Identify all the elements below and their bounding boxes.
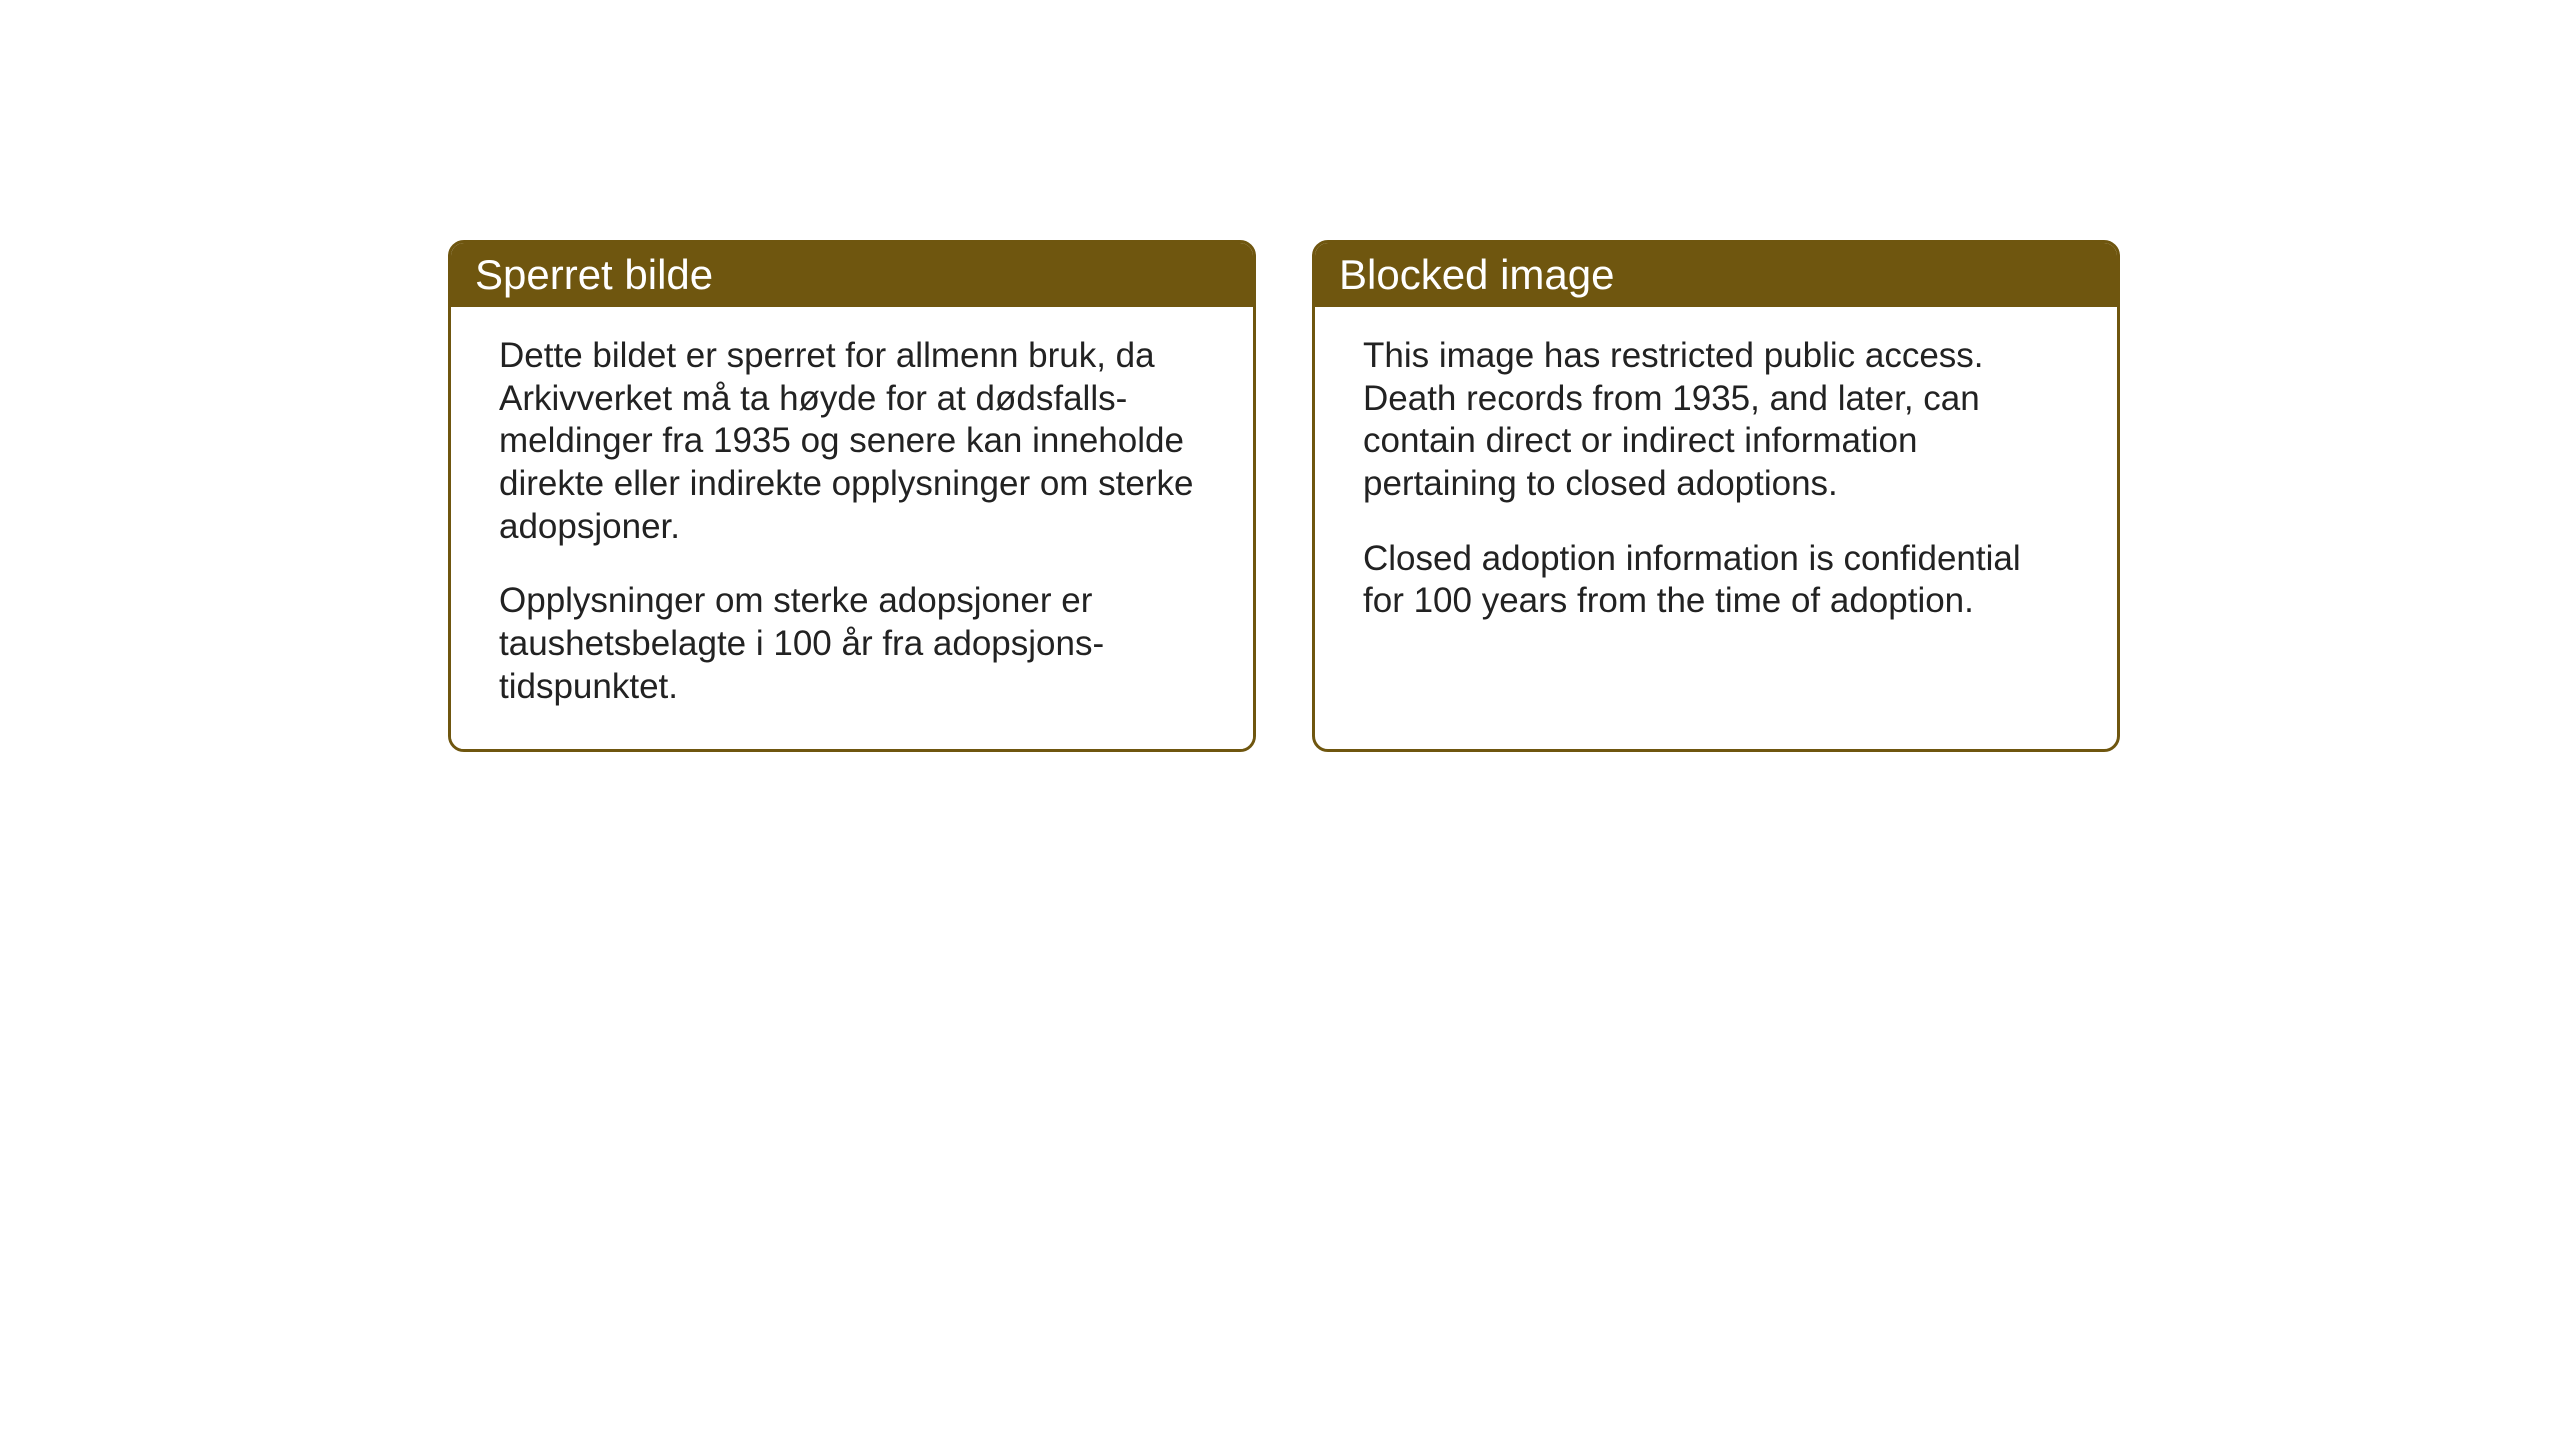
- card-header-norwegian: Sperret bilde: [451, 243, 1253, 307]
- card-norwegian: Sperret bilde Dette bildet er sperret fo…: [448, 240, 1256, 752]
- card-body-norwegian: Dette bildet er sperret for allmenn bruk…: [451, 307, 1253, 749]
- card-paragraph-norwegian-2: Opplysninger om sterke adopsjoner er tau…: [499, 580, 1205, 708]
- card-english: Blocked image This image has restricted …: [1312, 240, 2120, 752]
- card-paragraph-english-2: Closed adoption information is confident…: [1363, 538, 2069, 623]
- card-container: Sperret bilde Dette bildet er sperret fo…: [448, 240, 2120, 752]
- card-header-english: Blocked image: [1315, 243, 2117, 307]
- card-body-english: This image has restricted public access.…: [1315, 307, 2117, 663]
- card-paragraph-english-1: This image has restricted public access.…: [1363, 335, 2069, 506]
- card-paragraph-norwegian-1: Dette bildet er sperret for allmenn bruk…: [499, 335, 1205, 548]
